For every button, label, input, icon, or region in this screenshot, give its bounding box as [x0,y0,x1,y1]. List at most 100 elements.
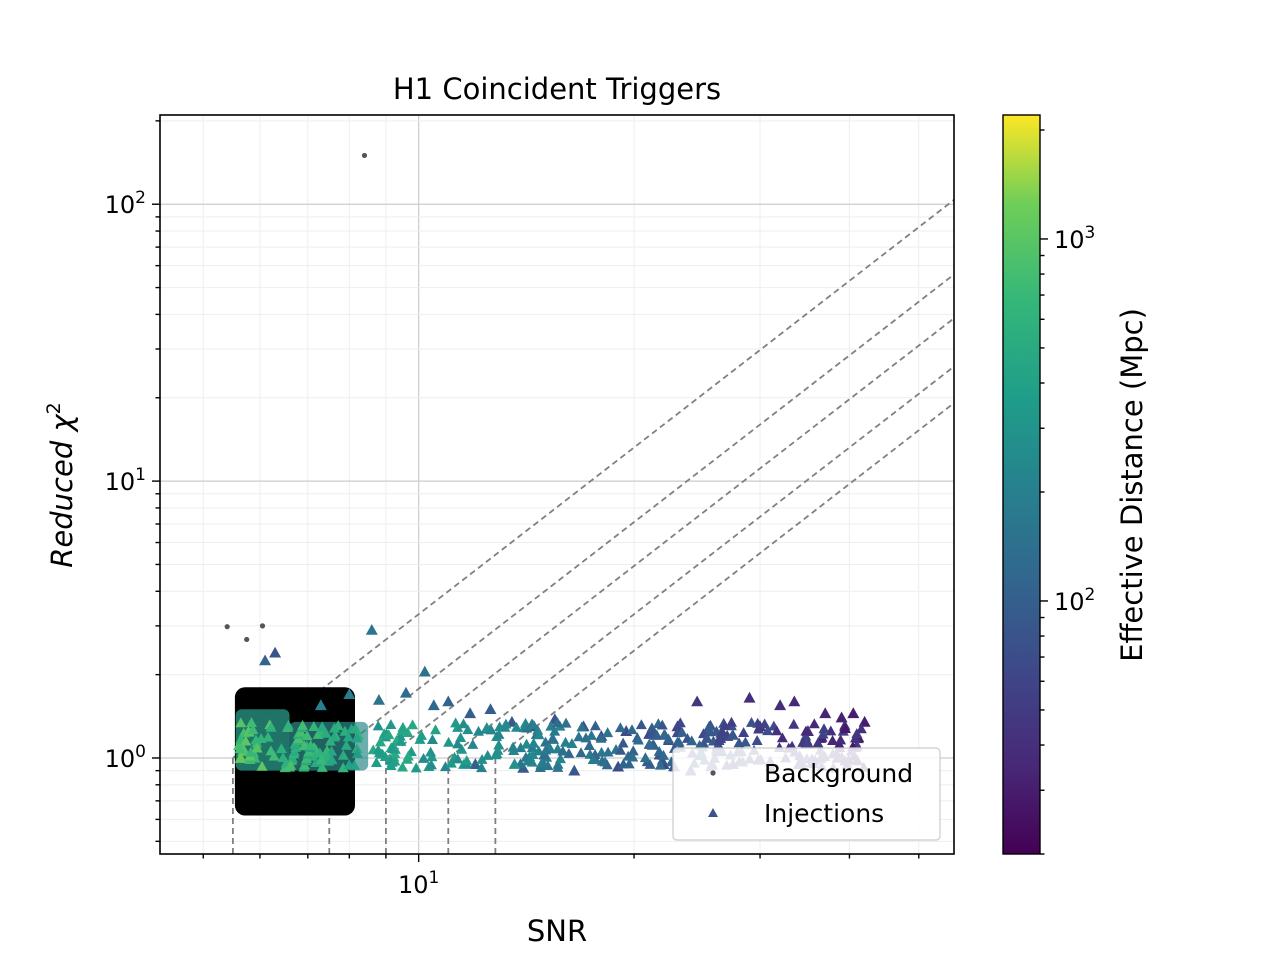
injection-point [351,748,363,758]
colorbar-tick-label: 103 [1054,223,1095,254]
background-point [259,623,266,629]
injection-point [328,722,340,733]
injection-point [575,747,587,758]
x-axis-label: SNR [527,914,587,948]
injection-point [240,735,252,746]
injection-point [508,759,520,769]
injection-point [484,703,497,715]
injection-point [568,764,581,776]
background-point [224,624,230,630]
background-point [361,152,368,159]
injection-point [560,717,572,728]
threshold-diagonal [447,365,954,759]
injection-point [855,723,867,734]
injection-point [314,699,327,711]
injection-point [269,646,282,658]
injection-point [493,739,505,750]
injection-point [533,729,545,740]
injection-point [557,745,569,756]
injection-point [817,728,829,739]
injection-point [399,686,412,698]
injection-point [265,721,277,732]
legend: Background Injections [672,747,941,841]
injection-point [383,729,395,740]
injection-point [326,754,338,765]
injection-point [275,743,287,754]
injection-point [774,699,787,711]
injection-point [626,724,638,735]
injection-point [492,744,504,755]
injection-point [493,728,505,739]
injection-point [751,735,763,745]
injection-point [467,738,479,749]
injection-point [808,718,820,729]
injection-point [452,721,464,732]
injection-point [337,749,349,760]
injection-point [452,738,464,749]
injection-point [342,731,354,742]
injection-point [427,699,440,711]
injection-point [771,725,783,736]
injection-point [674,717,686,728]
injection-point [418,753,430,763]
y-tick-label: 100 [105,742,146,773]
y-tick-label: 102 [105,188,146,219]
injection-point [251,742,263,753]
threshold-lines [231,199,954,854]
injection-point [379,751,391,762]
injection-point [365,623,378,635]
threshold-diagonal [232,199,954,759]
injection-point [596,755,608,766]
injection-point [285,759,297,770]
injection-point [745,716,757,727]
injection-point [452,753,464,764]
injection-point [694,739,706,750]
injection-point [348,759,360,770]
injection-point [686,735,698,746]
injection-point [691,695,704,707]
injection-point [583,740,595,750]
injection-point [617,758,629,769]
injection-point [801,737,813,748]
injection-point [505,715,518,727]
injection-point [320,727,332,738]
injection-point [657,749,669,760]
injection-point [510,721,522,732]
y-tick-label: 101 [105,465,146,496]
injection-point [301,730,313,741]
injection-point [851,728,863,738]
background-point [244,636,250,643]
injection-point [439,761,451,772]
injection-point [256,760,268,771]
injection-point [703,720,715,731]
injection-point [385,719,397,730]
injection-point [473,725,485,736]
injection-point [268,750,280,761]
injection-point [482,750,494,760]
injection-point [402,750,414,761]
injection-point [245,717,257,727]
injection-point [639,752,651,763]
injection-point [651,729,663,740]
injection-point [397,761,409,772]
injection-point [389,755,401,766]
injection-point [560,736,572,747]
injection-point [726,716,738,727]
injection-point [425,746,437,757]
injection-point [476,762,488,773]
injection-point [573,731,585,742]
chart-title: H1 Coincident Triggers [393,72,721,106]
colorbar-label: Effective Distance (Mpc) [1115,308,1149,662]
injection-point [743,691,756,703]
injection-point [500,718,512,729]
injection-point [827,735,839,745]
injection-point [547,734,559,744]
injection-point [374,736,386,747]
injection-point [305,739,317,750]
injection-point [635,719,647,730]
injection-point [576,721,588,732]
x-tick-label: 101 [398,868,439,899]
injection-point [646,722,658,733]
